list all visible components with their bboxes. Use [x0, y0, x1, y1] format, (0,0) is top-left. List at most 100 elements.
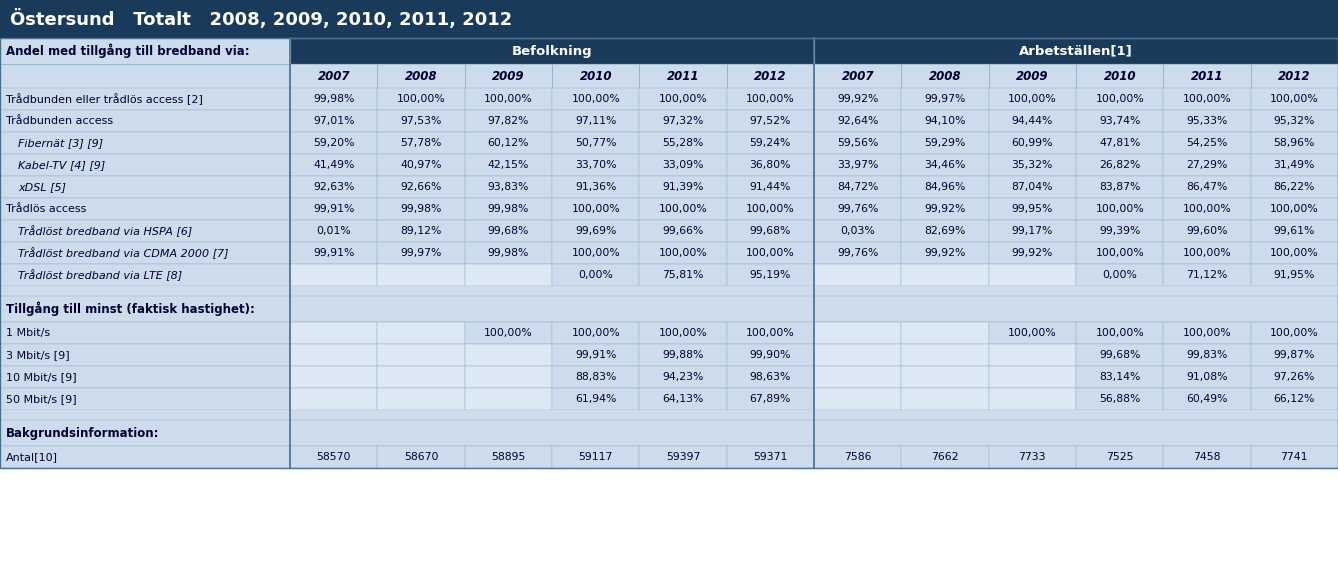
- FancyBboxPatch shape: [902, 88, 989, 110]
- FancyBboxPatch shape: [1076, 220, 1163, 242]
- Text: 100,00%: 100,00%: [1183, 204, 1231, 214]
- FancyBboxPatch shape: [814, 176, 902, 198]
- FancyBboxPatch shape: [553, 154, 640, 176]
- FancyBboxPatch shape: [377, 132, 464, 154]
- FancyBboxPatch shape: [1163, 446, 1251, 468]
- Text: 92,66%: 92,66%: [400, 182, 442, 192]
- FancyBboxPatch shape: [1163, 366, 1251, 388]
- Text: 99,92%: 99,92%: [1012, 248, 1053, 258]
- FancyBboxPatch shape: [553, 242, 640, 264]
- FancyBboxPatch shape: [814, 88, 902, 110]
- FancyBboxPatch shape: [727, 264, 814, 286]
- FancyBboxPatch shape: [1251, 264, 1338, 286]
- Text: 89,12%: 89,12%: [400, 226, 442, 236]
- FancyBboxPatch shape: [1076, 110, 1163, 132]
- Text: Trådlös access: Trådlös access: [5, 204, 87, 214]
- FancyBboxPatch shape: [640, 64, 727, 88]
- Text: 36,80%: 36,80%: [749, 160, 791, 170]
- FancyBboxPatch shape: [1251, 176, 1338, 198]
- FancyBboxPatch shape: [290, 154, 377, 176]
- FancyBboxPatch shape: [464, 344, 553, 366]
- FancyBboxPatch shape: [902, 198, 989, 220]
- Text: 100,00%: 100,00%: [1096, 204, 1144, 214]
- FancyBboxPatch shape: [464, 388, 553, 410]
- Text: 2007: 2007: [317, 70, 351, 83]
- Text: 0,03%: 0,03%: [840, 226, 875, 236]
- FancyBboxPatch shape: [902, 154, 989, 176]
- FancyBboxPatch shape: [1076, 344, 1163, 366]
- FancyBboxPatch shape: [640, 388, 727, 410]
- FancyBboxPatch shape: [377, 198, 464, 220]
- FancyBboxPatch shape: [902, 446, 989, 468]
- FancyBboxPatch shape: [989, 322, 1076, 344]
- Text: 99,98%: 99,98%: [487, 248, 529, 258]
- FancyBboxPatch shape: [0, 410, 1338, 420]
- Text: 100,00%: 100,00%: [747, 204, 795, 214]
- Text: 92,63%: 92,63%: [313, 182, 355, 192]
- Text: 7586: 7586: [844, 452, 871, 462]
- Text: 99,39%: 99,39%: [1098, 226, 1140, 236]
- Text: 94,10%: 94,10%: [925, 116, 966, 126]
- FancyBboxPatch shape: [989, 110, 1076, 132]
- FancyBboxPatch shape: [0, 264, 290, 286]
- FancyBboxPatch shape: [814, 242, 902, 264]
- Text: 75,81%: 75,81%: [662, 270, 704, 280]
- Text: 47,81%: 47,81%: [1098, 138, 1140, 148]
- FancyBboxPatch shape: [814, 64, 902, 88]
- Text: 50,77%: 50,77%: [575, 138, 617, 148]
- Text: 100,00%: 100,00%: [571, 204, 619, 214]
- FancyBboxPatch shape: [727, 242, 814, 264]
- Text: 59,24%: 59,24%: [749, 138, 791, 148]
- FancyBboxPatch shape: [727, 154, 814, 176]
- FancyBboxPatch shape: [290, 110, 377, 132]
- Text: 91,08%: 91,08%: [1187, 372, 1228, 382]
- FancyBboxPatch shape: [553, 388, 640, 410]
- Text: 10 Mbit/s [9]: 10 Mbit/s [9]: [5, 372, 76, 382]
- FancyBboxPatch shape: [377, 366, 464, 388]
- FancyBboxPatch shape: [989, 154, 1076, 176]
- FancyBboxPatch shape: [640, 198, 727, 220]
- Text: 97,82%: 97,82%: [487, 116, 529, 126]
- Text: Trådlöst bredband via CDMA 2000 [7]: Trådlöst bredband via CDMA 2000 [7]: [17, 247, 229, 259]
- Text: 99,91%: 99,91%: [313, 204, 355, 214]
- FancyBboxPatch shape: [377, 64, 464, 88]
- FancyBboxPatch shape: [814, 198, 902, 220]
- Text: 66,12%: 66,12%: [1274, 394, 1315, 404]
- Text: 99,91%: 99,91%: [313, 248, 355, 258]
- FancyBboxPatch shape: [902, 322, 989, 344]
- Text: 99,88%: 99,88%: [662, 350, 704, 360]
- FancyBboxPatch shape: [1163, 322, 1251, 344]
- FancyBboxPatch shape: [1076, 176, 1163, 198]
- FancyBboxPatch shape: [0, 64, 290, 88]
- Text: 99,60%: 99,60%: [1187, 226, 1228, 236]
- FancyBboxPatch shape: [902, 366, 989, 388]
- FancyBboxPatch shape: [0, 344, 290, 366]
- Text: 7458: 7458: [1193, 452, 1220, 462]
- FancyBboxPatch shape: [727, 198, 814, 220]
- Text: 26,82%: 26,82%: [1098, 160, 1140, 170]
- Text: 33,97%: 33,97%: [838, 160, 878, 170]
- Text: 0,01%: 0,01%: [316, 226, 351, 236]
- Text: 100,00%: 100,00%: [1096, 328, 1144, 338]
- FancyBboxPatch shape: [902, 220, 989, 242]
- FancyBboxPatch shape: [1251, 132, 1338, 154]
- FancyBboxPatch shape: [902, 176, 989, 198]
- FancyBboxPatch shape: [1076, 64, 1163, 88]
- Text: 7525: 7525: [1107, 452, 1133, 462]
- FancyBboxPatch shape: [1076, 322, 1163, 344]
- FancyBboxPatch shape: [989, 132, 1076, 154]
- FancyBboxPatch shape: [1251, 88, 1338, 110]
- FancyBboxPatch shape: [0, 322, 290, 344]
- Text: 99,76%: 99,76%: [838, 204, 878, 214]
- FancyBboxPatch shape: [727, 388, 814, 410]
- Text: 100,00%: 100,00%: [1096, 248, 1144, 258]
- Text: 64,13%: 64,13%: [662, 394, 704, 404]
- FancyBboxPatch shape: [1163, 220, 1251, 242]
- FancyBboxPatch shape: [0, 0, 1338, 38]
- Text: Tillgång till minst (faktisk hastighet):: Tillgång till minst (faktisk hastighet):: [5, 302, 254, 316]
- Text: 2008: 2008: [405, 70, 438, 83]
- FancyBboxPatch shape: [290, 446, 377, 468]
- Text: 54,25%: 54,25%: [1187, 138, 1228, 148]
- FancyBboxPatch shape: [814, 388, 902, 410]
- FancyBboxPatch shape: [553, 366, 640, 388]
